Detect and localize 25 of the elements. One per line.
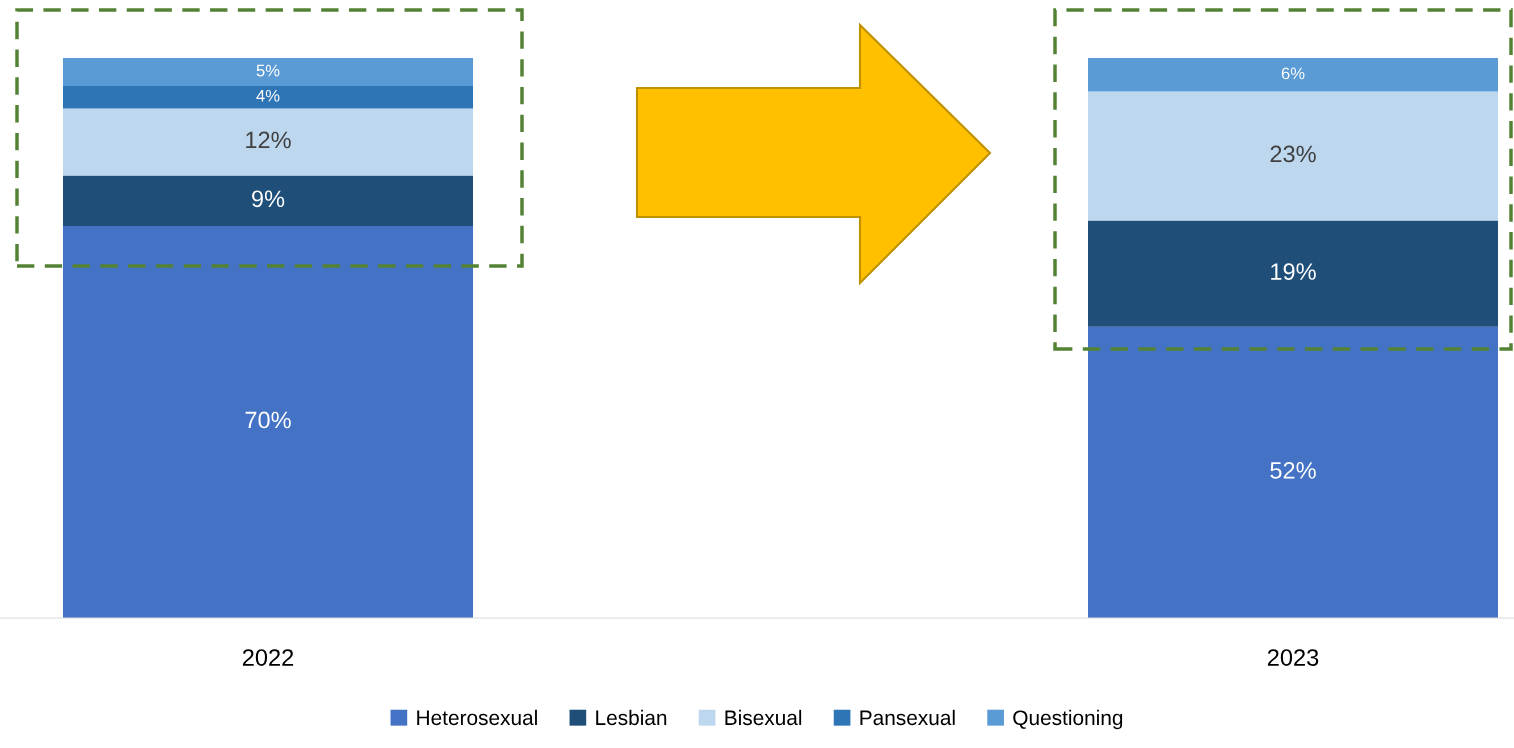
bar [63, 226, 473, 618]
bar [1088, 326, 1498, 618]
data-label: 23% [1270, 145, 1316, 163]
bar [63, 108, 473, 176]
data-label: 52% [1270, 462, 1316, 479]
data-label: 4% [256, 89, 280, 102]
data-label: 70% [245, 411, 291, 429]
bar [63, 86, 473, 109]
bar [63, 175, 473, 226]
legend-label: Heterosexual [417, 709, 537, 726]
legend-label: Bisexual [725, 709, 802, 726]
legend-label: Pansexual [860, 709, 955, 726]
data-label: 12% [246, 131, 291, 149]
x-tick-label: 2023 [1267, 649, 1319, 666]
x-tick-label: 2022 [242, 649, 294, 666]
data-label: 9% [252, 190, 285, 208]
bar [63, 58, 473, 86]
legend-label: Questioning [1013, 709, 1123, 730]
bar [1088, 91, 1498, 221]
data-label: 5% [256, 64, 280, 77]
legend-label: Lesbian [596, 709, 667, 726]
bar [1088, 58, 1498, 92]
data-label: 6% [1281, 67, 1305, 80]
data-label: 19% [1271, 263, 1316, 280]
bar [1088, 220, 1498, 327]
